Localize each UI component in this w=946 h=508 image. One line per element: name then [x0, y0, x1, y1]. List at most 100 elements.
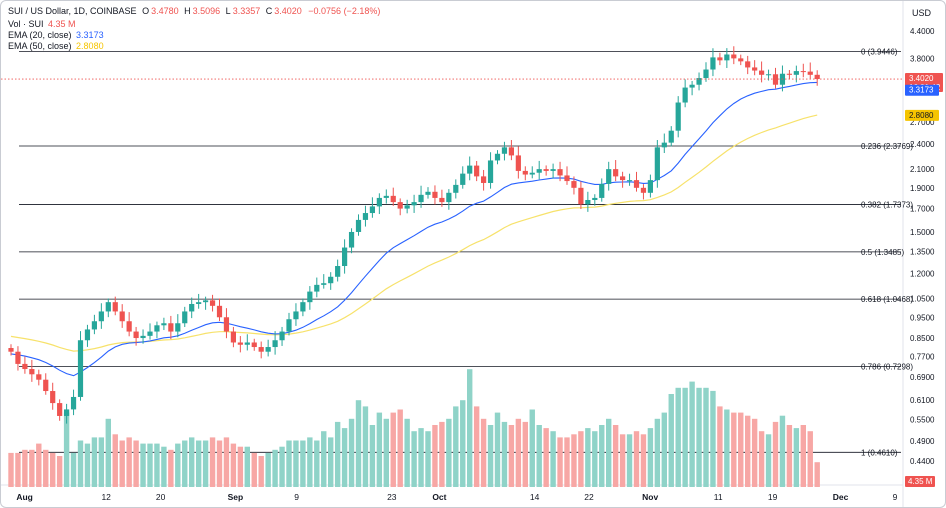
candle-body [22, 363, 28, 370]
candle-body [265, 347, 271, 352]
candle-body [133, 331, 139, 339]
legend-close-label: C [265, 6, 273, 16]
volume-bar [300, 440, 306, 487]
candle-body [682, 87, 688, 103]
volume-bar [168, 449, 174, 487]
candle-body [369, 206, 375, 214]
volume-bar [606, 418, 612, 487]
volume-bar [571, 434, 577, 487]
candle-body [64, 409, 70, 416]
legend-ema50-label: EMA (50, close) [8, 41, 72, 51]
volume-bar [786, 425, 793, 487]
candle-body [182, 311, 188, 324]
y-tick-label: 0.5500 [910, 415, 935, 424]
legend-close: 3.4020 [274, 6, 302, 16]
volume-bar [418, 428, 424, 487]
volume-bar [460, 400, 466, 487]
volume-bar [508, 425, 515, 487]
volume-bar [154, 443, 160, 487]
volume-bar [237, 446, 244, 487]
candle-body [425, 191, 431, 195]
candle-body [724, 54, 730, 61]
candle-body [251, 342, 257, 348]
volume-bar [633, 431, 640, 487]
volume-bar [557, 437, 563, 487]
candle-body [759, 70, 765, 75]
volume-bar [661, 412, 667, 487]
candle-body [8, 348, 14, 352]
volume-bar [119, 440, 125, 487]
volume-bar [550, 431, 556, 487]
volume-bar [202, 440, 209, 487]
candle-body [70, 396, 77, 410]
volume-bar [522, 421, 528, 487]
y-tick-label: 1.3500 [910, 248, 935, 257]
volume-bar [453, 406, 459, 487]
volume-bar [147, 443, 153, 487]
volume-bar [77, 440, 84, 487]
candle-body [77, 340, 84, 397]
candle-body [752, 67, 758, 71]
volume-bar [328, 437, 334, 487]
x-tick-label: 19 [768, 492, 778, 502]
volume-bar [244, 446, 250, 487]
candle-body [453, 184, 459, 193]
volume-bar [15, 452, 21, 487]
volume-bar [161, 446, 167, 487]
candle-body [119, 311, 125, 322]
candle-body [168, 323, 174, 332]
candle-body [689, 84, 695, 88]
volume-bar [738, 412, 744, 487]
candle-body [515, 155, 521, 171]
volume-bar [56, 456, 63, 487]
y-tick-label: 1.0500 [910, 295, 935, 304]
candle-body [237, 342, 243, 345]
volume-bar [8, 452, 14, 487]
volume-bar [772, 421, 779, 487]
candle-body [175, 323, 181, 332]
price-tag-label: 3.4020 [909, 74, 934, 83]
candle-body [592, 197, 598, 201]
candle-body [203, 300, 209, 303]
price-tag-bg [905, 84, 939, 96]
volume-bar [564, 437, 570, 487]
fib-level-label: 0.382 (1.7373) [861, 201, 913, 210]
candle-body [279, 331, 285, 341]
currency-label: USD [911, 8, 931, 18]
ema20-line [10, 81, 818, 377]
volume-bar [765, 434, 772, 487]
y-tick-label: 3.8000 [910, 54, 935, 63]
candle-body [258, 347, 264, 352]
volume-bar [800, 425, 806, 487]
candle-body [543, 169, 549, 171]
candle-body [432, 191, 438, 198]
volume-bar [43, 449, 49, 487]
candle-body [633, 180, 640, 188]
volume-tag-bg [905, 476, 935, 487]
candle-body [654, 147, 660, 181]
volume-bar [189, 437, 195, 487]
candle-body [661, 142, 667, 148]
volume-bar [307, 437, 313, 487]
candle-body [418, 194, 424, 203]
candle-body [348, 231, 355, 248]
x-tick-label: Sep [228, 492, 244, 502]
x-tick-label: 14 [530, 492, 540, 502]
candle-body [189, 303, 195, 312]
volume-bar [36, 443, 42, 487]
legend-open-label: O [142, 6, 150, 16]
volume-bar [265, 452, 271, 487]
volume-bar [467, 369, 473, 487]
x-tick-label: 11 [714, 492, 723, 502]
candle-body [328, 276, 334, 284]
volume-bar [216, 440, 223, 487]
y-tick-label: 2.7000 [910, 118, 935, 127]
y-tick-label: 0.4400 [910, 457, 935, 466]
legend-volume: Vol · SUI 4.35 M [8, 19, 76, 29]
volume-bar [779, 415, 786, 487]
candle-body [536, 169, 542, 173]
volume-bar [98, 437, 105, 487]
volume-bar [446, 418, 452, 487]
